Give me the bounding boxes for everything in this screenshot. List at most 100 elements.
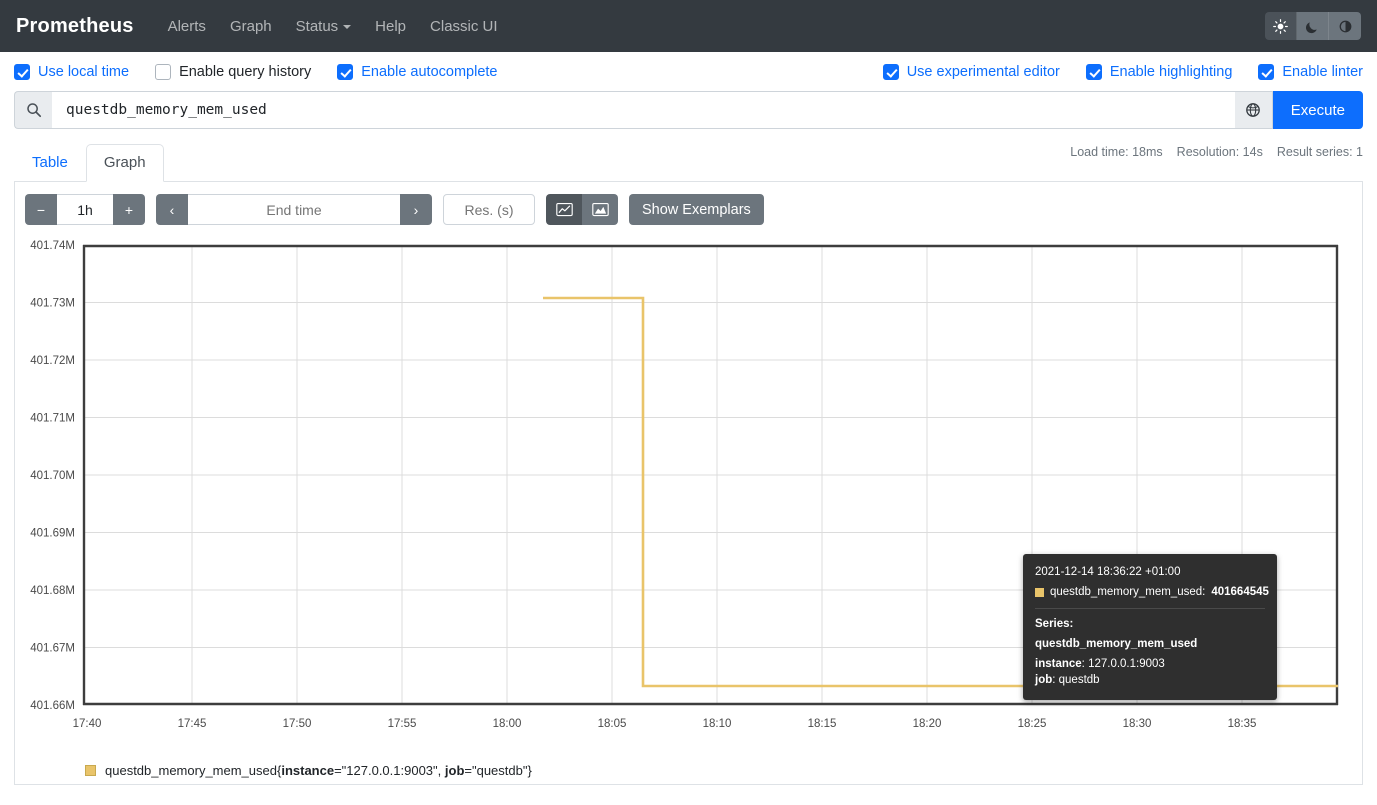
horizontal-gridlines (83, 302, 1338, 648)
end-time-input[interactable] (188, 194, 400, 225)
series-line-questdb-memory-mem-used (543, 296, 1338, 688)
nav-link-classic-ui[interactable]: Classic UI (430, 17, 498, 35)
tooltip-label-instance-value: 127.0.0.1:9003 (1088, 657, 1165, 670)
tooltip-label-job-value: questdb (1058, 674, 1100, 687)
tooltip-label-instance-key: instance (1035, 657, 1082, 670)
tab-table[interactable]: Table (32, 154, 68, 171)
x-tick-label: 18:05 (598, 718, 627, 730)
vertical-gridlines (191, 245, 1243, 705)
option-enable-autocomplete[interactable]: Enable autocomplete (337, 63, 498, 80)
legend-label-job-value: "questdb" (471, 763, 528, 778)
chart-tooltip: 2021-12-14 18:36:22 +01:00 questdb_memor… (1023, 554, 1277, 701)
x-tick-label: 18:25 (1018, 718, 1047, 730)
range-input[interactable] (57, 194, 113, 225)
enable-highlighting-checkbox[interactable] (1085, 63, 1102, 80)
tooltip-series-swatch (1035, 587, 1044, 597)
tooltip-label-job: job: questdb (1035, 672, 1265, 689)
legend-eq: = (464, 763, 472, 778)
execute-button[interactable]: Execute (1272, 91, 1363, 129)
use-experimental-editor-label: Use experimental editor (906, 63, 1060, 80)
brand-logo[interactable]: Prometheus (16, 14, 134, 37)
stacked-chart-button[interactable] (582, 194, 618, 225)
tooltip-value-row: questdb_memory_mem_used: 401664545 (1035, 584, 1269, 601)
tooltip-series-heading: Series: (1035, 618, 1074, 631)
tooltip-colon: : (1081, 657, 1089, 670)
legend-item[interactable]: questdb_memory_mem_used{instance="127.0.… (105, 763, 532, 778)
previous-time-button[interactable]: ‹ (156, 194, 188, 225)
use-local-time-label: Use local time (38, 63, 130, 80)
increase-range-button[interactable]: + (113, 194, 145, 225)
graph-panel: − + ‹ › Show Exemplars (14, 182, 1363, 785)
legend-comma: , (437, 763, 445, 778)
tabs-row: Table Graph Load time: 18ms Resolution: … (0, 138, 1377, 182)
y-tick-label: 401.73M (30, 298, 75, 310)
search-icon (26, 103, 41, 118)
nav-link-status[interactable]: Status (284, 12, 364, 41)
theme-light-button[interactable] (1265, 12, 1297, 40)
legend-open-brace: { (276, 763, 282, 778)
options-row: Use local time Enable query history Enab… (0, 52, 1377, 91)
y-tick-label: 401.70M (30, 470, 75, 482)
range-control-group: − + (25, 194, 145, 225)
legend-label-instance-key: instance (281, 763, 335, 778)
tooltip-timestamp: 2021-12-14 18:36:22 +01:00 (1035, 566, 1181, 578)
option-enable-highlighting[interactable]: Enable highlighting (1085, 63, 1232, 80)
option-enable-query-history[interactable]: Enable query history (155, 63, 312, 80)
option-enable-linter[interactable]: Enable linter (1258, 63, 1363, 80)
y-tick-label: 401.71M (30, 413, 75, 425)
chart-area[interactable]: 401.74M 401.73M 401.72M 401.71M 401.70M … (15, 235, 1362, 755)
tab-list: Table Graph (14, 138, 1363, 182)
show-exemplars-button[interactable]: Show Exemplars (629, 194, 764, 225)
nav-link-graph[interactable]: Graph (229, 17, 272, 35)
x-tick-label: 17:40 (73, 718, 102, 730)
chart-type-group (546, 194, 618, 225)
half-circle-icon (1339, 20, 1351, 32)
nav-link-help[interactable]: Help (375, 17, 407, 35)
enable-autocomplete-checkbox[interactable] (337, 63, 354, 80)
enable-query-history-checkbox[interactable] (155, 63, 172, 80)
enable-query-history-label: Enable query history (179, 63, 312, 80)
tooltip-label-job-key: job (1035, 674, 1053, 687)
option-use-experimental-editor[interactable]: Use experimental editor (882, 63, 1060, 80)
enable-autocomplete-label: Enable autocomplete (361, 63, 498, 80)
y-axis-labels: 401.74M 401.73M 401.72M 401.71M 401.70M … (30, 240, 75, 712)
x-tick-label: 18:15 (808, 718, 837, 730)
line-chart-icon (555, 202, 573, 217)
use-experimental-editor-checkbox[interactable] (882, 63, 899, 80)
tooltip-value: 401664545 (1211, 585, 1269, 598)
theme-dark-button[interactable] (1297, 12, 1329, 40)
x-tick-label: 18:20 (913, 718, 942, 730)
theme-auto-button[interactable] (1329, 12, 1361, 40)
line-chart-button[interactable] (546, 194, 582, 225)
nav-link-status-label: Status (295, 17, 339, 35)
legend-label-job-key: job (444, 763, 465, 778)
tooltip-divider (1035, 608, 1265, 610)
next-time-button[interactable]: › (400, 194, 432, 225)
y-tick-label: 401.74M (30, 240, 75, 252)
area-chart-icon (591, 202, 609, 217)
use-local-time-checkbox[interactable] (14, 63, 30, 80)
axis-frame (82, 244, 1339, 706)
enable-linter-label: Enable linter (1282, 63, 1363, 80)
decrease-range-button[interactable]: − (25, 194, 57, 225)
resolution-text: Resolution: 14s (1176, 145, 1263, 159)
query-input[interactable] (52, 91, 1235, 129)
enable-linter-checkbox[interactable] (1258, 63, 1275, 80)
tab-graph[interactable]: Graph (85, 144, 164, 182)
resolution-input[interactable] (443, 194, 535, 225)
navbar: Prometheus Alerts Graph Status Help Clas… (0, 0, 1377, 52)
chevron-down-icon (343, 24, 352, 29)
tooltip-colon: : (1052, 674, 1059, 687)
metric-explorer-button[interactable] (1234, 91, 1273, 129)
nav-link-alerts[interactable]: Alerts (167, 17, 206, 35)
query-row: Execute (0, 91, 1377, 129)
y-tick-label: 401.69M (30, 528, 75, 540)
tooltip-series-name: questdb_memory_mem_used (1035, 638, 1198, 651)
x-tick-label: 18:35 (1228, 718, 1257, 730)
x-tick-label: 17:45 (178, 718, 207, 730)
option-use-local-time[interactable]: Use local time (14, 63, 130, 80)
y-tick-label: 401.72M (30, 355, 75, 367)
x-tick-label: 17:55 (388, 718, 417, 730)
y-tick-label: 401.66M (30, 700, 75, 712)
load-time-text: Load time: 18ms (1070, 145, 1163, 159)
